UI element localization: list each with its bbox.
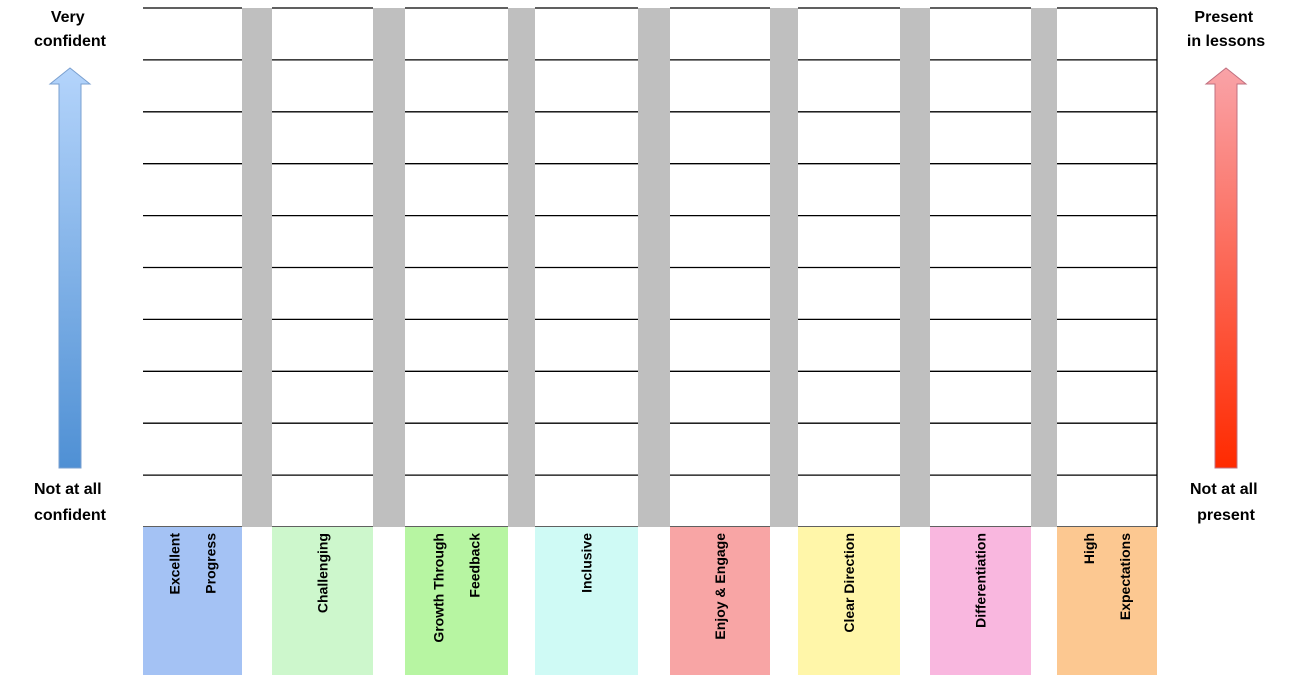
label-box <box>143 527 242 675</box>
label-box <box>535 527 638 675</box>
presence-arrow <box>1204 67 1248 469</box>
column-label: Growth Through Feedback <box>405 527 508 675</box>
separator <box>373 8 405 527</box>
label-line: Not at all <box>1190 481 1258 498</box>
label-line: Inclusive <box>579 533 595 593</box>
label-line: Enjoy & Engage <box>712 533 728 640</box>
column-label: Excellent Progress <box>143 527 242 675</box>
label-line: Present <box>1194 9 1253 26</box>
separator <box>508 8 535 527</box>
separator <box>242 8 272 527</box>
right-top-label: Present in lessons <box>1187 9 1265 50</box>
label-line: present <box>1197 507 1255 524</box>
left-bottom-label: Not at all confident <box>34 481 107 524</box>
label-box <box>930 527 1031 675</box>
label-line: in lessons <box>1187 33 1265 50</box>
label-box <box>405 527 508 675</box>
column-label: Inclusive <box>535 527 638 675</box>
label-line: Feedback <box>467 533 483 598</box>
label-line: Growth Through <box>431 533 447 643</box>
label-line: Expectations <box>1117 533 1133 620</box>
label-line: Very <box>51 9 85 26</box>
label-line: Challenging <box>315 533 331 613</box>
separator <box>638 8 670 527</box>
label-box <box>798 527 900 675</box>
left-top-label: Very confident <box>34 9 107 50</box>
separator <box>1031 8 1057 527</box>
label-line: Clear Direction <box>841 533 857 633</box>
label-line: High <box>1081 533 1097 564</box>
label-box <box>272 527 373 675</box>
right-bottom-label: Not at all present <box>1190 481 1262 524</box>
column-label: Enjoy & Engage <box>670 527 770 675</box>
separator <box>770 8 798 527</box>
label-line: Not at all <box>34 481 102 498</box>
label-box <box>1057 527 1157 675</box>
column-label: Clear Direction <box>798 527 900 675</box>
confidence-arrow <box>48 67 92 469</box>
label-line: Differentiation <box>973 533 989 628</box>
separator <box>900 8 930 527</box>
column-label: High Expectations <box>1057 527 1157 675</box>
column-label: Differentiation <box>930 527 1031 675</box>
label-line: confident <box>34 33 107 50</box>
column-label: Challenging <box>272 527 373 675</box>
label-box <box>670 527 770 675</box>
label-line: Excellent <box>167 533 183 595</box>
label-line: confident <box>34 507 107 524</box>
label-line: Progress <box>203 533 219 594</box>
